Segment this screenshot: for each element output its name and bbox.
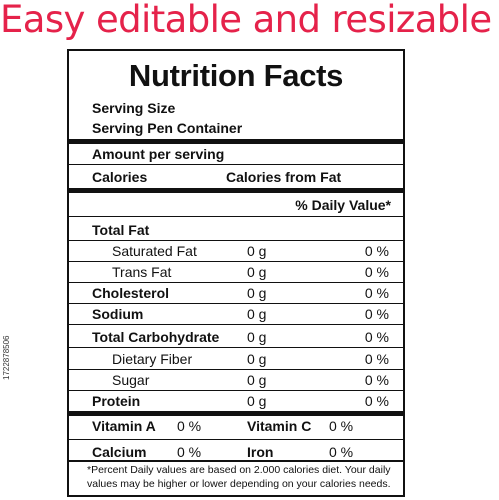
footnote: *Percent Daily values are based on 2.000… (87, 463, 391, 491)
divider-thick (69, 139, 403, 144)
nutrient-name: Cholesterol (92, 285, 170, 301)
mineral-name: Iron (247, 444, 274, 460)
divider-thick (69, 188, 403, 193)
nutrient-amount: 0 g (247, 243, 267, 259)
footnote-line: values may be higher or lower depending … (87, 478, 391, 490)
amount-per-serving: Amount per serving (92, 146, 225, 162)
vitamin-name: Vitamin A (92, 418, 156, 434)
label-title: Nutrition Facts (128, 58, 344, 93)
vitamin-dv: 0 % (177, 418, 202, 434)
nutrient-dv: 0 % (364, 243, 389, 259)
nutrient-amount: 0 g (247, 285, 267, 301)
calories-label: Calories (92, 169, 148, 185)
nutrient-amount: 0 g (247, 372, 267, 388)
divider (69, 240, 403, 241)
divider (69, 164, 403, 165)
nutrient-dv: 0 % (364, 351, 389, 367)
nutrient-dv: 0 % (364, 372, 389, 388)
nutrient-dv: 0 % (364, 306, 389, 322)
stock-id: 1722878506 (2, 335, 11, 381)
divider (69, 460, 403, 462)
nutrient-name: Trans Fat (112, 264, 172, 280)
serving-size: Serving Size (92, 100, 176, 116)
vitamin-dv: 0 % (329, 418, 354, 434)
nutrient-amount: 0 g (247, 306, 267, 322)
nutrient-dv: 0 % (364, 393, 389, 409)
nutrient-name: Sugar (112, 372, 150, 388)
nutrient-name: Sodium (92, 306, 144, 322)
banner-text: Easy editable and resizable (0, 0, 492, 41)
footnote-line: *Percent Daily values are based on 2.000… (87, 464, 391, 476)
vitamin-name: Vitamin C (247, 418, 312, 434)
nutrient-name: Protein (92, 393, 141, 409)
nutrition-label: Nutrition Facts Serving Size Serving Pen… (67, 49, 405, 497)
divider (69, 282, 403, 283)
nutrient-amount: 0 g (247, 393, 267, 409)
divider (69, 439, 403, 440)
divider (69, 324, 403, 325)
divider (69, 369, 403, 370)
nutrient-name: Total Fat (92, 222, 150, 238)
nutrient-name: Saturated Fat (112, 243, 197, 259)
divider (69, 303, 403, 304)
nutrient-amount: 0 g (247, 264, 267, 280)
divider-thick (69, 411, 403, 416)
nutrient-name: Dietary Fiber (112, 351, 193, 367)
nutrient-dv: 0 % (364, 329, 389, 345)
mineral-dv: 0 % (177, 444, 202, 460)
nutrient-name: Total Carbohydrate (92, 329, 220, 345)
nutrient-amount: 0 g (247, 329, 267, 345)
mineral-dv: 0 % (329, 444, 354, 460)
calories-from-fat-label: Calories from Fat (226, 169, 342, 185)
divider (69, 261, 403, 262)
nutrient-dv: 0 % (364, 264, 389, 280)
serving-per-container: Serving Pen Container (92, 120, 243, 136)
mineral-name: Calcium (92, 444, 147, 460)
nutrient-dv: 0 % (364, 285, 389, 301)
nutrient-amount: 0 g (247, 351, 267, 367)
daily-value-header: % Daily Value* (295, 197, 391, 213)
divider (69, 347, 403, 348)
divider (69, 390, 403, 391)
divider (69, 216, 403, 217)
